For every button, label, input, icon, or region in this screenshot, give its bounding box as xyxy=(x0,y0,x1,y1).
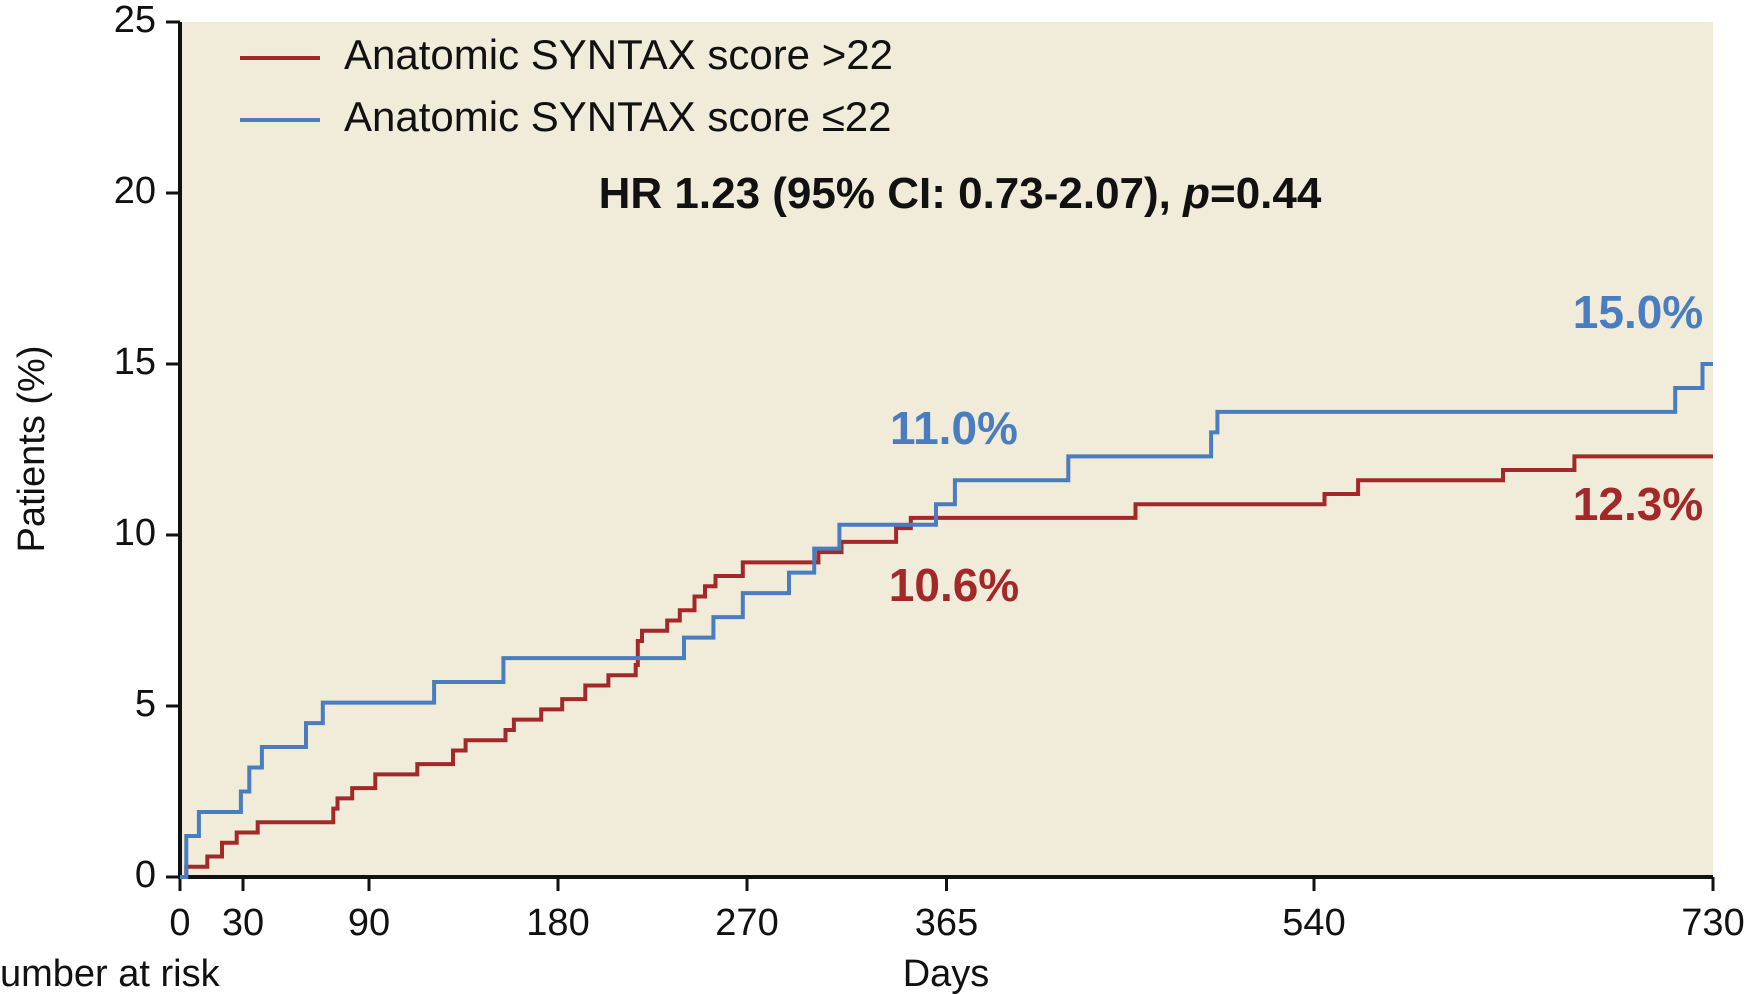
x-tick-label: 540 xyxy=(1282,902,1345,944)
km-line xyxy=(180,454,1713,879)
x-tick-label: 90 xyxy=(348,902,390,944)
y-tick-label: 20 xyxy=(114,170,156,212)
risk-label: umber at risk xyxy=(0,953,221,994)
y-tick-label: 10 xyxy=(114,512,156,554)
km-line xyxy=(180,362,1713,879)
title-part: HR 1.23 (95% CI: 0.73-2.07), xyxy=(599,169,1183,218)
annotation: 12.3% xyxy=(1573,478,1703,530)
annotation: 15.0% xyxy=(1573,286,1703,338)
x-tick-label: 365 xyxy=(915,902,978,944)
legend-label: Anatomic SYNTAX score >22 xyxy=(344,31,893,78)
annotation: 11.0% xyxy=(890,402,1018,454)
x-axis-label: Days xyxy=(903,953,990,994)
title-part: p xyxy=(1182,169,1210,218)
y-tick-label: 15 xyxy=(114,341,156,383)
y-axis-label: Patients (%) xyxy=(11,346,53,553)
y-tick-label: 25 xyxy=(114,0,156,41)
chart-title: HR 1.23 (95% CI: 0.73-2.07), p=0.44 xyxy=(599,169,1322,218)
x-tick-label: 730 xyxy=(1681,902,1744,944)
y-tick-label: 5 xyxy=(135,683,156,725)
legend-label: Anatomic SYNTAX score ≤22 xyxy=(344,93,891,140)
plot-background xyxy=(180,22,1713,877)
y-tick-label: 0 xyxy=(135,854,156,896)
annotation: 10.6% xyxy=(889,559,1019,611)
x-tick-label: 30 xyxy=(222,902,264,944)
title-part: =0.44 xyxy=(1210,169,1322,218)
x-tick-label: 180 xyxy=(526,902,589,944)
x-tick-label: 270 xyxy=(715,902,778,944)
x-tick-label: 0 xyxy=(169,902,190,944)
